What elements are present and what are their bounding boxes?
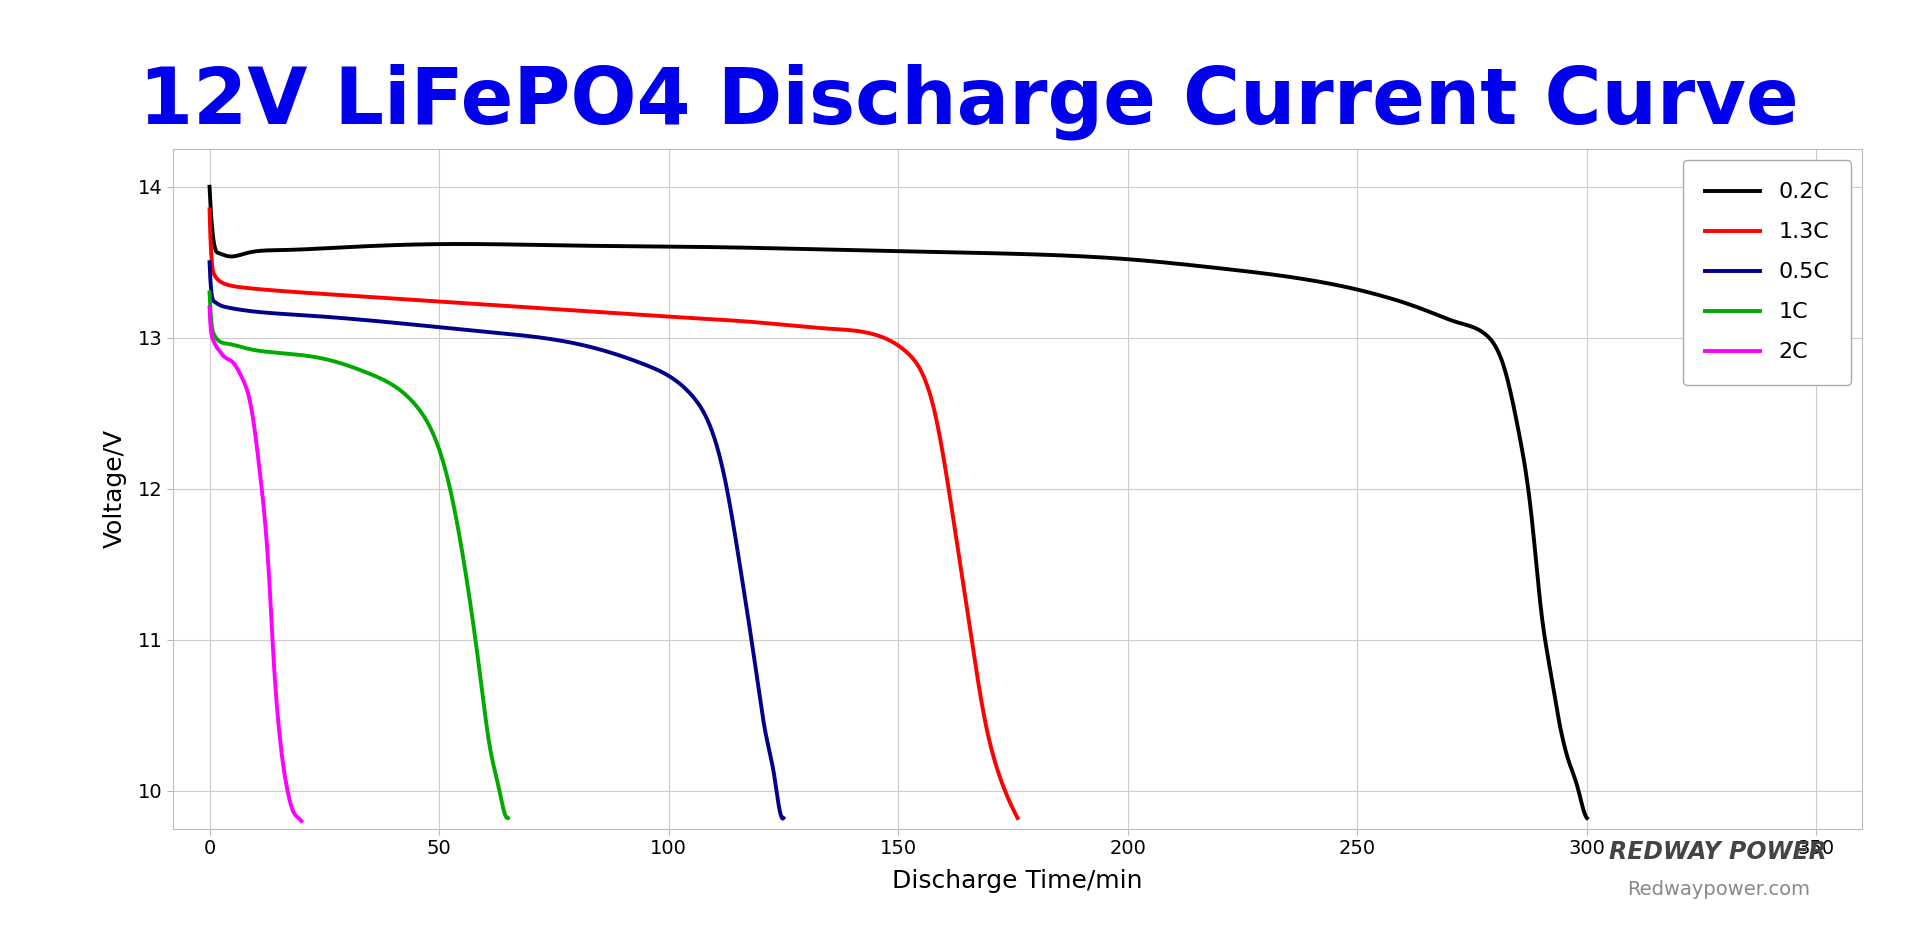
0.2C bbox=[1576, 813, 1599, 824]
0.2C bbox=[831, 244, 854, 255]
0.5C bbox=[476, 327, 499, 338]
0.2C bbox=[1536, 646, 1559, 657]
Y-axis label: Voltage/V: Voltage/V bbox=[102, 429, 127, 548]
2C bbox=[288, 813, 311, 824]
2C bbox=[288, 813, 311, 824]
1C bbox=[434, 461, 457, 472]
1C bbox=[198, 287, 221, 298]
1C bbox=[488, 784, 511, 795]
2C bbox=[271, 749, 294, 761]
1C bbox=[488, 785, 511, 796]
1.3C bbox=[835, 324, 858, 335]
1C bbox=[497, 813, 520, 824]
1.3C bbox=[983, 753, 1006, 764]
1.3C bbox=[983, 752, 1006, 763]
1.3C bbox=[198, 204, 221, 215]
0.5C bbox=[772, 813, 795, 824]
1.3C bbox=[591, 306, 614, 317]
0.2C bbox=[1283, 272, 1306, 283]
1C bbox=[336, 359, 359, 371]
1C bbox=[495, 813, 518, 824]
1.3C bbox=[240, 283, 263, 294]
1C bbox=[213, 338, 236, 349]
0.2C bbox=[198, 182, 221, 193]
Legend: 0.2C, 1.3C, 0.5C, 1C, 2C: 0.2C, 1.3C, 0.5C, 1C, 2C bbox=[1682, 160, 1851, 385]
X-axis label: Discharge Time/min: Discharge Time/min bbox=[893, 870, 1142, 893]
2C bbox=[290, 816, 313, 827]
Text: REDWAY POWER: REDWAY POWER bbox=[1609, 840, 1828, 864]
Line: 1.3C: 1.3C bbox=[209, 209, 1018, 818]
0.5C bbox=[772, 813, 795, 824]
1.3C bbox=[570, 305, 593, 317]
0.5C bbox=[649, 366, 672, 377]
1.3C bbox=[1006, 813, 1029, 824]
0.5C bbox=[463, 325, 486, 336]
Line: 0.2C: 0.2C bbox=[209, 187, 1588, 818]
2C bbox=[204, 337, 227, 348]
2C bbox=[240, 405, 263, 416]
1C bbox=[344, 362, 367, 373]
0.2C bbox=[868, 245, 891, 256]
Line: 1C: 1C bbox=[209, 292, 509, 818]
Line: 2C: 2C bbox=[209, 307, 301, 821]
0.2C bbox=[269, 245, 292, 256]
2C bbox=[198, 302, 221, 313]
2C bbox=[242, 421, 265, 432]
0.5C bbox=[755, 732, 778, 743]
Text: Redwaypower.com: Redwaypower.com bbox=[1626, 880, 1811, 898]
0.5C bbox=[755, 734, 778, 745]
0.5C bbox=[198, 257, 221, 268]
0.2C bbox=[1534, 641, 1557, 653]
0.5C bbox=[227, 304, 250, 315]
Text: 12V LiFePO4 Discharge Current Curve: 12V LiFePO4 Discharge Current Curve bbox=[138, 64, 1799, 141]
Line: 0.5C: 0.5C bbox=[209, 263, 783, 818]
